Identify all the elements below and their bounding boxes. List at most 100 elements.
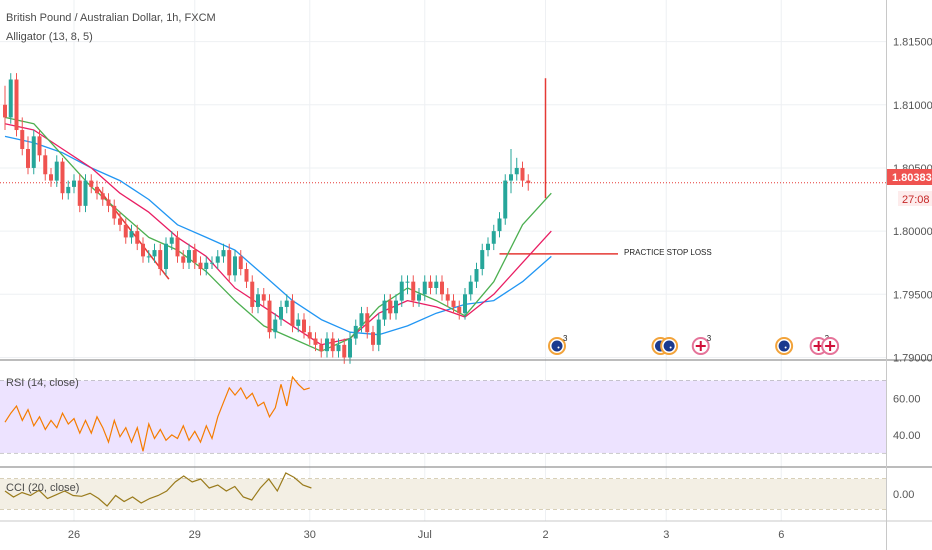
candle[interactable] bbox=[307, 325, 312, 345]
candle[interactable] bbox=[37, 130, 42, 162]
stop-loss-annotation-label[interactable]: PRACTICE STOP LOSS bbox=[624, 248, 712, 257]
candle[interactable] bbox=[210, 256, 214, 270]
candle[interactable] bbox=[221, 243, 226, 263]
candle[interactable] bbox=[256, 287, 260, 314]
candle[interactable] bbox=[514, 157, 519, 181]
candle[interactable] bbox=[158, 243, 163, 276]
candle[interactable] bbox=[77, 174, 82, 213]
candle[interactable] bbox=[54, 155, 59, 187]
candle[interactable] bbox=[296, 313, 301, 333]
candle[interactable] bbox=[118, 212, 122, 232]
candle[interactable] bbox=[394, 294, 398, 320]
candle[interactable] bbox=[457, 300, 462, 320]
candle[interactable] bbox=[445, 287, 450, 307]
candle[interactable] bbox=[89, 174, 94, 194]
candle[interactable] bbox=[175, 231, 180, 263]
candle[interactable] bbox=[520, 161, 525, 187]
candle[interactable] bbox=[417, 287, 421, 307]
price-axis[interactable]: 1.790001.795001.800001.805001.810001.815… bbox=[893, 37, 932, 501]
candle[interactable] bbox=[365, 306, 370, 339]
candle[interactable] bbox=[72, 174, 76, 194]
candle[interactable] bbox=[382, 294, 387, 326]
candle[interactable] bbox=[336, 338, 341, 358]
candle[interactable] bbox=[3, 85, 7, 131]
candle[interactable] bbox=[233, 250, 237, 282]
candle[interactable] bbox=[319, 338, 324, 358]
candle[interactable] bbox=[359, 306, 364, 333]
candle[interactable] bbox=[26, 136, 30, 175]
economic-events[interactable]: 333 bbox=[548, 334, 840, 355]
candle[interactable] bbox=[198, 256, 203, 276]
candle[interactable] bbox=[43, 148, 48, 181]
candle[interactable] bbox=[526, 174, 531, 191]
candle[interactable] bbox=[330, 332, 335, 358]
australia-flag-icon[interactable] bbox=[775, 337, 794, 355]
candle[interactable] bbox=[509, 148, 513, 194]
rsi-legend[interactable]: RSI (14, close) bbox=[6, 377, 79, 389]
candle[interactable] bbox=[95, 180, 99, 200]
candle[interactable] bbox=[267, 294, 272, 339]
australia-flag-icon[interactable] bbox=[660, 337, 679, 355]
candle[interactable] bbox=[187, 243, 191, 270]
candle[interactable] bbox=[486, 237, 490, 257]
candle[interactable] bbox=[353, 319, 358, 345]
candle[interactable] bbox=[250, 275, 255, 314]
candle[interactable] bbox=[399, 275, 404, 307]
uk-flag-icon[interactable]: 3 bbox=[691, 334, 712, 355]
candle[interactable] bbox=[313, 332, 318, 352]
candle[interactable] bbox=[491, 224, 496, 251]
candle[interactable] bbox=[181, 250, 186, 270]
candle[interactable] bbox=[215, 250, 220, 270]
candle[interactable] bbox=[497, 212, 502, 238]
candle[interactable] bbox=[100, 186, 105, 206]
candle[interactable] bbox=[123, 218, 128, 244]
time-axis[interactable]: 26 29 30 Jul 2 3 6 bbox=[68, 529, 784, 541]
candle[interactable] bbox=[434, 275, 439, 295]
candle[interactable] bbox=[261, 287, 266, 307]
candle[interactable] bbox=[106, 193, 111, 213]
candle[interactable] bbox=[192, 243, 197, 270]
candle[interactable] bbox=[8, 73, 13, 124]
candle[interactable] bbox=[135, 224, 140, 251]
candle[interactable] bbox=[474, 262, 479, 288]
candle[interactable] bbox=[164, 237, 168, 276]
candle[interactable] bbox=[440, 275, 444, 301]
candle[interactable] bbox=[244, 262, 249, 288]
candle[interactable] bbox=[66, 180, 71, 200]
candle[interactable] bbox=[405, 275, 410, 295]
candle[interactable] bbox=[273, 313, 278, 339]
candle[interactable] bbox=[129, 224, 134, 244]
candle[interactable] bbox=[422, 275, 427, 301]
candle[interactable] bbox=[152, 243, 157, 263]
candle[interactable] bbox=[290, 294, 295, 333]
candle[interactable] bbox=[49, 167, 53, 187]
candle[interactable] bbox=[451, 294, 456, 314]
candle[interactable] bbox=[20, 117, 25, 156]
candle[interactable] bbox=[480, 243, 485, 276]
alligator-legend[interactable]: Alligator (13, 8, 5) bbox=[6, 31, 93, 43]
candle[interactable] bbox=[468, 275, 473, 301]
candle[interactable] bbox=[325, 332, 329, 358]
candle[interactable] bbox=[146, 250, 151, 263]
candle[interactable] bbox=[204, 256, 209, 276]
candle[interactable] bbox=[60, 157, 65, 200]
candle[interactable] bbox=[83, 174, 88, 213]
candles[interactable] bbox=[3, 73, 531, 364]
candle[interactable] bbox=[503, 174, 508, 225]
candle[interactable] bbox=[169, 231, 174, 251]
candle[interactable] bbox=[284, 294, 289, 314]
candle[interactable] bbox=[428, 275, 433, 295]
candle[interactable] bbox=[348, 332, 352, 364]
candle[interactable] bbox=[227, 243, 232, 282]
candle[interactable] bbox=[14, 73, 19, 137]
candle[interactable] bbox=[388, 294, 393, 320]
candle[interactable] bbox=[141, 237, 145, 263]
symbol-title[interactable]: British Pound / Australian Dollar, 1h, F… bbox=[6, 12, 216, 24]
cci-legend[interactable]: CCI (20, close) bbox=[6, 482, 79, 494]
candle[interactable] bbox=[238, 250, 243, 276]
candle[interactable] bbox=[376, 313, 381, 352]
candle[interactable] bbox=[302, 313, 306, 339]
australia-flag-icon[interactable]: 3 bbox=[548, 334, 568, 355]
